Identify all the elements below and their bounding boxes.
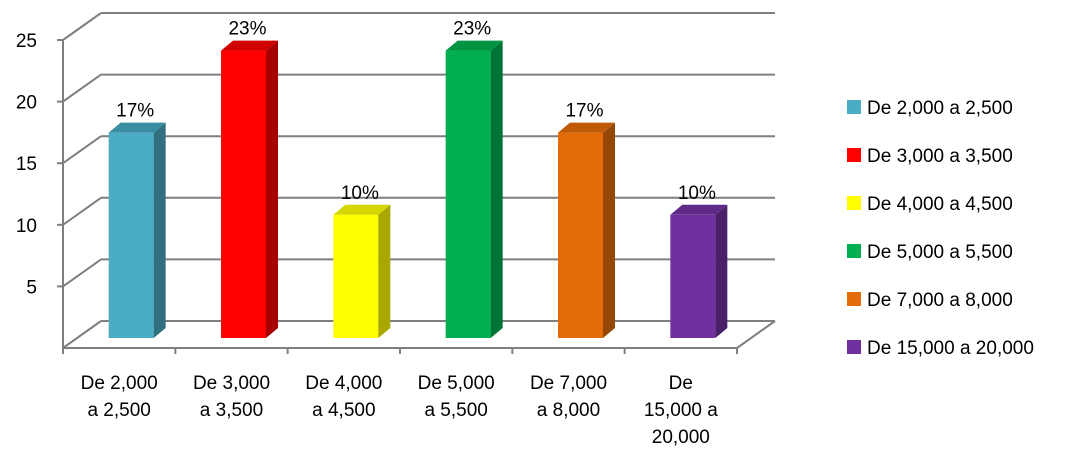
- bar-side: [266, 40, 278, 338]
- data-label: 17%: [116, 101, 154, 122]
- legend-label: De 7,000 a 8,000: [867, 290, 1013, 311]
- legend-label: De 3,000 a 3,500: [867, 146, 1013, 167]
- bar: [221, 40, 278, 338]
- legend-item: De 5,000 a 5,500: [847, 242, 1013, 263]
- legend-item: De 4,000 a 4,500: [847, 194, 1013, 215]
- data-label: 23%: [453, 19, 491, 40]
- bar: [445, 40, 503, 338]
- gridline-side: [62, 196, 102, 226]
- gridline-side: [62, 12, 102, 41]
- legend-swatch: [847, 292, 861, 306]
- legend-swatch: [847, 148, 861, 162]
- bar-top: [221, 40, 278, 51]
- bar-front: [333, 214, 379, 338]
- data-label: 10%: [341, 183, 379, 204]
- legend-label: De 2,000 a 2,500: [867, 98, 1013, 119]
- y-tick-label: 15: [16, 154, 37, 175]
- bar-front: [558, 132, 603, 338]
- bar-top: [445, 40, 503, 51]
- legend: De 2,000 a 2,500 De 3,000 a 3,500 De 4,000…: [847, 98, 1034, 359]
- x-tick-label: De 5,000 a 5,500: [418, 373, 495, 421]
- gridline-side: [62, 320, 102, 349]
- bar-front: [108, 132, 154, 338]
- legend-swatch: [847, 340, 861, 354]
- legend-item: De 7,000 a 8,000: [847, 290, 1013, 311]
- x-axis: De 2,000 a 2,500 De 3,000 a 3,500 De 4,000 a …: [62, 347, 738, 448]
- bar: [558, 122, 615, 338]
- x-tick-label: De 3,000 a 3,500: [193, 373, 270, 421]
- bar: [670, 204, 728, 338]
- y-axis: 5 10 15 20 25: [16, 31, 64, 348]
- data-label: 23%: [228, 19, 266, 40]
- y-tick-label: 25: [16, 31, 37, 52]
- legend-item: De 2,000 a 2,500: [847, 98, 1013, 119]
- legend-swatch: [847, 196, 861, 210]
- x-tick-label: De 15,000 a 20,000: [644, 373, 718, 448]
- bar: [333, 204, 391, 338]
- gridline-side: [62, 135, 102, 165]
- legend-item: De 15,000 a 20,000: [847, 338, 1034, 359]
- bar-side: [490, 40, 503, 338]
- gridline-side: [62, 258, 102, 288]
- bar-side: [153, 122, 166, 338]
- bars: [108, 40, 728, 338]
- data-label: 17%: [565, 101, 603, 122]
- x-tick-label: De 7,000 a 8,000: [530, 373, 607, 421]
- x-tick-label: De 2,000 a 2,500: [81, 373, 158, 421]
- gridline-side: [62, 73, 102, 103]
- floor-edge: [736, 320, 776, 349]
- x-tick-label: De 4,000 a 4,500: [305, 373, 382, 421]
- data-label: 10%: [678, 183, 716, 204]
- grid: [62, 12, 776, 349]
- bar-side: [378, 204, 391, 338]
- bar-front: [670, 214, 716, 338]
- legend-label: De 4,000 a 4,500: [867, 194, 1013, 215]
- y-tick-label: 5: [26, 277, 37, 298]
- bar: [108, 122, 166, 338]
- legend-label: De 15,000 a 20,000: [867, 338, 1034, 359]
- legend-swatch: [847, 100, 861, 114]
- legend-label: De 5,000 a 5,500: [867, 242, 1013, 263]
- bar-top: [333, 204, 391, 215]
- bar-side: [603, 122, 615, 338]
- bar-front: [221, 50, 266, 338]
- bar-top: [558, 122, 615, 133]
- bar-top: [108, 122, 166, 133]
- bar-front: [445, 50, 491, 338]
- bar-side: [715, 204, 728, 338]
- legend-swatch: [847, 244, 861, 258]
- legend-item: De 3,000 a 3,500: [847, 146, 1013, 167]
- bar-top: [670, 204, 728, 215]
- data-labels: 17% 23% 10% 23% 17% 10%: [116, 19, 716, 204]
- y-tick-label: 10: [16, 216, 37, 237]
- y-tick-label: 20: [16, 93, 37, 114]
